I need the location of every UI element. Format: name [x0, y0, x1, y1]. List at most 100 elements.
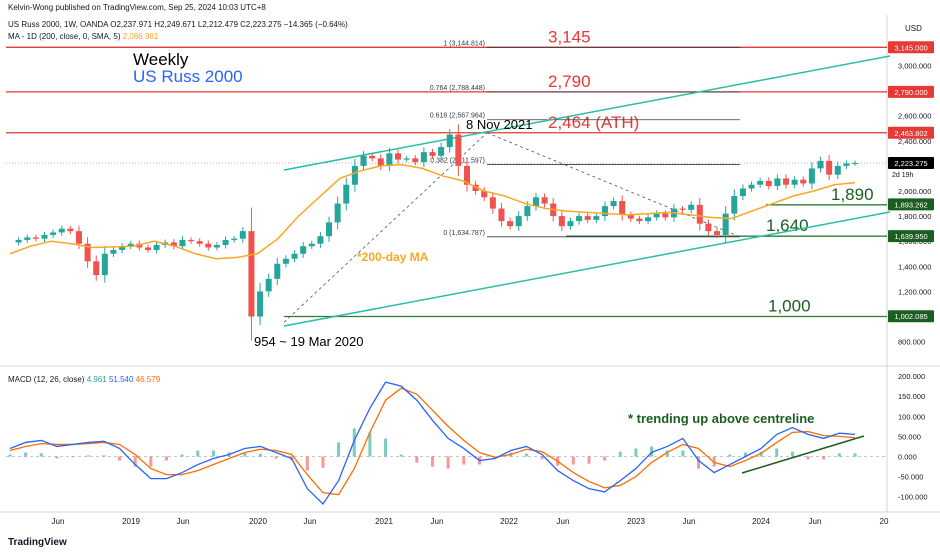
candle-body: [662, 213, 669, 218]
publisher-line: Kelvin-Wong published on TradingView.com…: [8, 3, 266, 12]
macd-hist-bar: [258, 453, 262, 457]
timeframe-title: Weekly: [133, 50, 189, 69]
macd-indicator-line: MACD (12, 26, close) 4.961 51.540 46.579: [8, 375, 160, 384]
price-tick-label: 1,400.000: [898, 262, 931, 271]
price-tag-bg: [888, 156, 934, 169]
candle-body: [75, 231, 82, 244]
candle-body: [532, 197, 539, 207]
price-tick-label: 2,400.000: [898, 137, 931, 146]
fib-level-label: 0 (1,634.787): [443, 230, 485, 237]
candle-body: [601, 206, 608, 217]
time-tick-label: Jun: [809, 517, 822, 526]
symbol-ohlc-line: US Russ 2000, 1W, OANDA O2,237.971 H2,24…: [8, 20, 348, 29]
macd-hist-bar: [384, 438, 388, 457]
ma-indicator-label: MA - 1D (200, close, 0, SMA, 5): [8, 32, 121, 41]
candle-body: [524, 206, 531, 217]
macd-hist-bar: [822, 456, 826, 460]
signal-line: [9, 387, 856, 496]
price-tick-label: 1,800.000: [898, 212, 931, 221]
macd-hist-bar: [39, 453, 43, 457]
macd-hist-bar: [431, 456, 434, 467]
candle-body: [231, 238, 238, 240]
macd-hist-bar: [634, 448, 638, 457]
candle-body: [257, 291, 264, 317]
candle-body: [265, 278, 272, 292]
macd-hist-bar: [571, 456, 575, 465]
macd-hist-bar: [321, 456, 325, 468]
candle-body: [567, 221, 574, 227]
candle-body: [731, 196, 738, 214]
candle-body: [757, 180, 764, 185]
macd-hist-value: 4.961: [86, 375, 107, 384]
price-tag-label: 1,639.950: [894, 232, 927, 241]
macd-hist-bar: [446, 456, 450, 469]
candle-body: [489, 197, 496, 209]
macd-annotation: * trending up above centreline: [628, 411, 814, 426]
macd-tick-label: -100.000: [898, 493, 928, 502]
candle-body: [636, 218, 643, 222]
price-tick-label: 800.000: [898, 338, 925, 347]
time-tick-label: 2021: [375, 517, 393, 526]
level-label: 1,640: [766, 216, 809, 235]
candle-body: [300, 246, 307, 254]
low-date-label: 954 ~ 19 Mar 2020: [254, 334, 364, 349]
candle-body: [188, 239, 195, 242]
signal-value: 46.579: [135, 375, 161, 384]
grid: [0, 15, 940, 513]
time-tick-label: Jun: [431, 517, 444, 526]
candle-body: [196, 241, 203, 244]
price-tag-label: 2,223.275: [894, 159, 927, 168]
candle-body: [507, 221, 514, 227]
macd-hist-bar: [305, 456, 309, 471]
candle-body: [110, 249, 117, 254]
time-tick-label: 2022: [500, 517, 518, 526]
axes: USD3,000.0002,800.0002,600.0002,400.0002…: [52, 24, 932, 526]
candle-body: [739, 188, 746, 197]
candle-body: [67, 228, 74, 232]
candle-body: [558, 216, 565, 227]
candle-body: [239, 231, 246, 239]
macd-line: [9, 381, 856, 505]
candle-body: [515, 216, 522, 227]
time-tick-label: 2024: [752, 517, 770, 526]
macd-hist-bar: [55, 456, 59, 459]
candle-body: [851, 163, 859, 165]
macd-hist-bar: [697, 456, 701, 469]
candle-body: [714, 231, 721, 235]
candle-body: [58, 228, 65, 233]
candle-body: [369, 155, 376, 159]
candle-body: [420, 152, 427, 163]
macd-hist-bar: [775, 448, 779, 457]
macd-tick-label: 50.000: [898, 432, 921, 441]
price-tag-bg: [888, 198, 934, 211]
macd-hist-bar: [462, 456, 466, 465]
macd-hist-bar: [180, 454, 184, 457]
candle-body: [705, 223, 712, 232]
macd-hist-bar: [524, 453, 528, 457]
candle-body: [412, 158, 419, 163]
candles: [15, 124, 859, 341]
candle-body: [455, 134, 462, 166]
level-label: 1,890: [831, 185, 874, 204]
candle-body: [144, 247, 151, 250]
time-tick-label: Jun: [557, 517, 570, 526]
macd-hist-bar: [24, 452, 28, 457]
time-tick-label: 2019: [122, 517, 140, 526]
candle-body: [653, 213, 660, 218]
instrument-title: US Russ 2000: [133, 67, 243, 86]
macd-hist-bar: [650, 446, 654, 457]
candle-body: [843, 163, 850, 166]
ma-indicator-value: 2,066.981: [122, 32, 159, 41]
macd-hist-bar: [790, 451, 794, 457]
macd-pane: * trending up above centreline: [6, 381, 887, 505]
time-tick-label: 2023: [627, 517, 645, 526]
macd-hist-bar: [86, 455, 90, 457]
price-tag-bg: [888, 230, 934, 243]
channel-lower: [283, 211, 891, 327]
macd-hist-bar: [149, 456, 153, 467]
candle-body: [481, 191, 488, 198]
candle-body: [765, 180, 772, 186]
candle-body: [679, 208, 686, 210]
macd-hist-bar: [603, 456, 607, 461]
